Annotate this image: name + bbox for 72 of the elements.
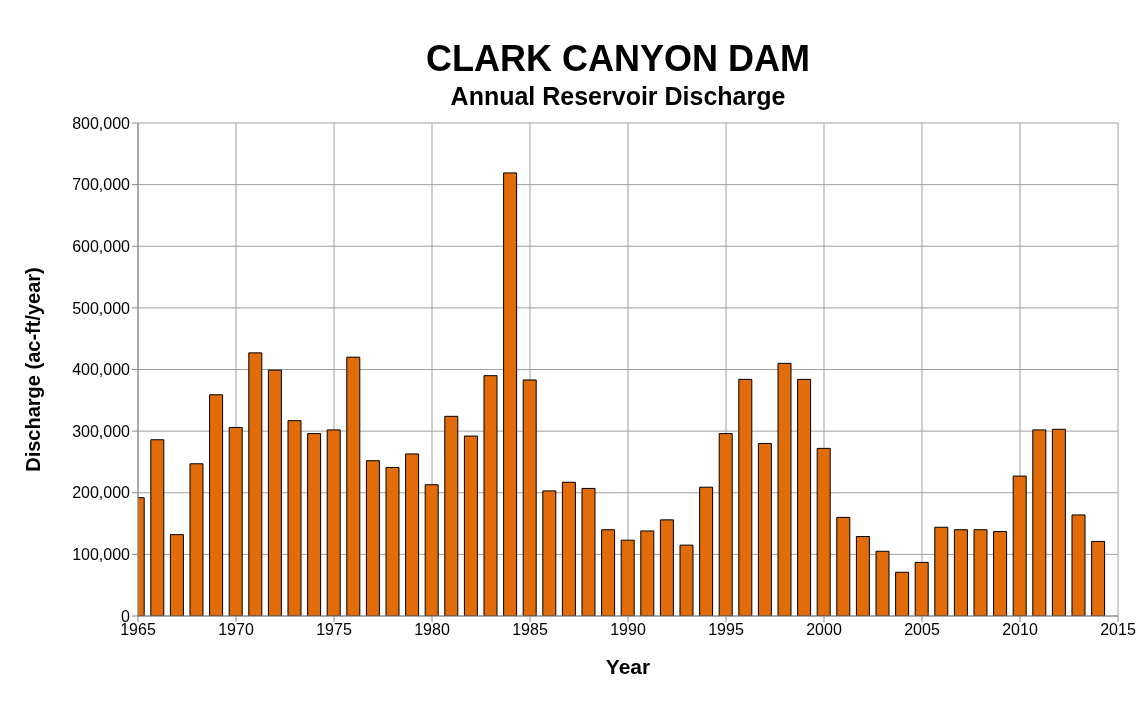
bar [757,442,772,616]
bar [1032,429,1047,616]
bar [522,379,537,616]
bar [444,415,459,616]
bar [973,529,988,616]
bar [189,463,204,616]
chart-title: CLARK CANYON DAM [425,37,811,80]
y-tick-label: 600,000 [72,237,131,255]
x-tick-label: 2010 [1002,621,1038,639]
x-tick-label: 1975 [316,621,352,639]
x-tick-label: 1970 [218,621,254,639]
x-tick-label: 2000 [806,621,842,639]
bar [248,352,263,616]
bar [228,426,243,616]
bar [640,530,655,616]
x-tick-label: 2005 [904,621,940,639]
y-axis-title: Discharge (ac-ft/year) [22,267,45,472]
bar [797,378,812,616]
bar [503,172,518,616]
y-tick-label: 400,000 [72,361,131,379]
bar [914,561,929,616]
bar [424,484,439,616]
bar [307,433,322,616]
y-tick-label: 300,000 [72,422,131,440]
y-tick-label: 100,000 [72,546,131,564]
bar [267,369,282,616]
bar [679,544,694,616]
bar [346,356,361,616]
x-tick-label: 1990 [610,621,646,639]
bar [993,531,1008,616]
y-tick-label: 500,000 [72,299,131,317]
x-tick-label: 1980 [414,621,450,639]
bar [895,571,910,616]
bar [836,516,851,616]
y-tick-label: 200,000 [72,484,131,502]
bar [718,433,733,616]
y-tick-label: 700,000 [72,176,131,194]
bar [385,466,400,616]
bar [1091,540,1106,616]
x-tick-label: 1965 [120,621,156,639]
bar [542,490,557,616]
bar [405,453,420,616]
bar [287,420,302,616]
bar [1012,475,1027,616]
bar [150,439,165,616]
bar [875,550,890,616]
x-tick-label: 1985 [512,621,548,639]
bar [738,378,753,616]
bar [561,481,576,616]
bar [816,447,831,616]
x-tick-label: 2015 [1100,621,1136,639]
bar [953,529,968,616]
chart-subtitle: Annual Reservoir Discharge [449,82,787,111]
bar [934,526,949,616]
bar [169,534,184,616]
bar [699,486,714,616]
bar [483,375,498,616]
bar [463,435,478,616]
bar [855,536,870,616]
y-tick-label: 800,000 [72,114,131,132]
bar [659,519,674,616]
bar [1051,428,1066,616]
bar [777,362,792,616]
x-tick-label: 1995 [708,621,744,639]
bar [601,529,616,616]
bar [581,487,596,616]
x-axis-title: Year [605,655,651,678]
bar [620,539,635,616]
bar [1071,514,1086,616]
bar [326,429,341,616]
bar [365,460,380,616]
bar [209,394,224,616]
